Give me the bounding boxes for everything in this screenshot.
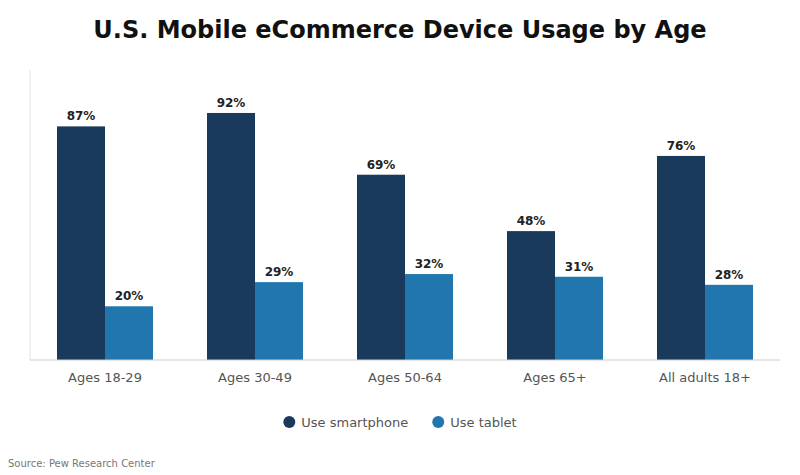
chart-container: U.S. Mobile eCommerce Device Usage by Ag… <box>0 0 800 475</box>
data-label: 31% <box>565 260 594 274</box>
legend-marker <box>283 416 295 428</box>
bar <box>657 156 705 360</box>
annotation: Source: Pew Research Center <box>8 458 156 469</box>
title: U.S. Mobile eCommerce Device Usage by Ag… <box>93 16 706 44</box>
legend-label: Use tablet <box>450 415 516 430</box>
data-label: 76% <box>667 139 696 153</box>
bar <box>405 274 453 360</box>
legend-item: Use smartphone <box>283 415 408 430</box>
data-label: 28% <box>715 268 744 282</box>
data-label: 92% <box>217 96 246 110</box>
legend-item: Use tablet <box>432 415 516 430</box>
bar <box>255 282 303 360</box>
x-tick-label: All adults 18+ <box>659 370 751 385</box>
legend-marker <box>432 416 444 428</box>
data-label: 29% <box>265 265 294 279</box>
bar <box>207 113 255 360</box>
bar <box>507 231 555 360</box>
chart: U.S. Mobile eCommerce Device Usage by Ag… <box>0 0 800 475</box>
x-tick-label: Ages 30-49 <box>218 370 292 385</box>
data-label: 69% <box>367 158 396 172</box>
background <box>0 0 800 475</box>
legend: Use smartphone Use tablet <box>283 415 516 430</box>
bar <box>57 126 105 360</box>
y-axis-line <box>30 70 31 360</box>
x-tick-label: Ages 65+ <box>523 370 586 385</box>
legend-label: Use smartphone <box>301 415 408 430</box>
bar <box>705 285 753 360</box>
bar <box>105 306 153 360</box>
x-axis-line <box>30 360 780 361</box>
x-tick-label: Ages 50-64 <box>368 370 442 385</box>
bar <box>357 175 405 360</box>
data-label: 20% <box>115 289 144 303</box>
data-label: 48% <box>517 214 546 228</box>
bars <box>57 113 753 360</box>
bar <box>555 277 603 360</box>
data-label: 87% <box>67 109 96 123</box>
x-tick-label: Ages 18-29 <box>68 370 142 385</box>
data-label: 32% <box>415 257 444 271</box>
data-labels: 87% 92% 69% 48% 76% 20% 29% 32% 31% 28% <box>67 96 744 303</box>
